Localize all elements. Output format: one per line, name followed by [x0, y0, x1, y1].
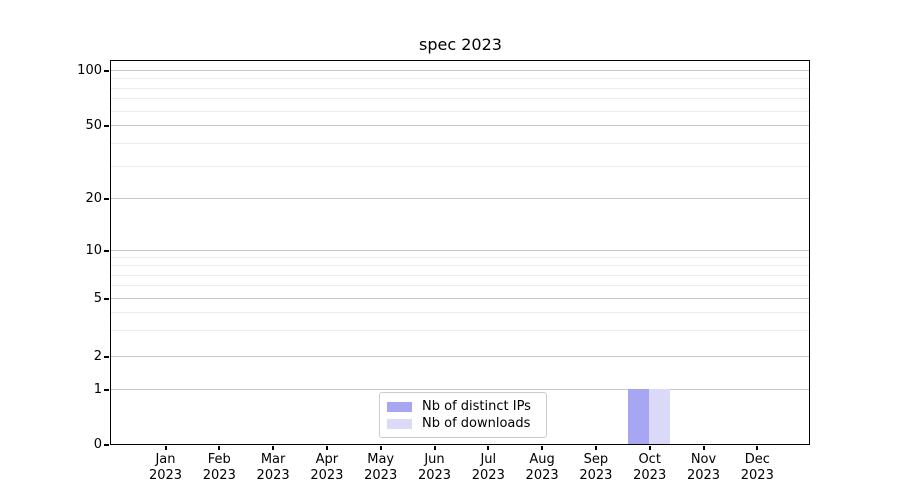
bar-downloads-oct-2023 — [649, 389, 671, 444]
gridline-major-100 — [111, 70, 809, 71]
x-tick-mark-11 — [756, 446, 759, 450]
y-tick-mark-20 — [104, 197, 109, 200]
y-tick-mark-100 — [104, 69, 109, 72]
x-tick-mark-0 — [164, 446, 167, 450]
gridline-major-10 — [111, 250, 809, 251]
x-tick-mark-8 — [594, 446, 597, 450]
y-tick-mark-1 — [104, 388, 109, 391]
x-tick-label-jan-2023: Jan 2023 — [148, 452, 183, 483]
gridline-minor-8 — [111, 265, 809, 267]
plot-area — [110, 60, 810, 445]
x-tick-mark-4 — [379, 446, 382, 450]
y-tick-mark-2 — [104, 355, 109, 358]
y-tick-label-10: 10 — [85, 242, 102, 258]
x-tick-label-aug-2023: Aug 2023 — [525, 452, 559, 483]
y-tick-label-0: 0 — [93, 436, 102, 452]
x-tick-mark-9 — [648, 446, 651, 450]
x-tick-label-feb-2023: Feb 2023 — [202, 452, 236, 483]
x-tick-label-jun-2023: Jun 2023 — [417, 452, 452, 483]
x-tick-mark-3 — [325, 446, 328, 450]
legend: Nb of distinct IPs Nb of downloads — [379, 392, 547, 438]
chart-title: spec 2023 — [419, 35, 502, 54]
gridline-minor-4 — [111, 312, 809, 314]
x-tick-label-mar-2023: Mar 2023 — [256, 452, 290, 483]
y-tick-label-2: 2 — [93, 348, 102, 364]
y-tick-mark-10 — [104, 249, 109, 252]
y-tick-mark-0 — [104, 443, 109, 446]
x-tick-mark-7 — [541, 446, 544, 450]
gridline-major-1 — [111, 389, 809, 390]
gridline-minor-60 — [111, 110, 809, 112]
x-tick-label-oct-2023: Oct 2023 — [633, 452, 667, 483]
gridline-minor-70 — [111, 98, 809, 100]
x-tick-mark-5 — [433, 446, 436, 450]
y-tick-mark-5 — [104, 297, 109, 300]
gridline-minor-40 — [111, 142, 809, 144]
legend-label-distinct-ips: Nb of distinct IPs — [422, 398, 531, 414]
x-tick-label-nov-2023: Nov 2023 — [686, 452, 721, 483]
x-tick-mark-10 — [702, 446, 705, 450]
y-tick-label-50: 50 — [85, 117, 102, 133]
x-tick-mark-1 — [218, 446, 221, 450]
y-tick-label-20: 20 — [85, 190, 102, 206]
gridline-minor-90 — [111, 78, 809, 80]
gridline-major-20 — [111, 198, 809, 199]
gridline-major-50 — [111, 125, 809, 126]
gridline-minor-3 — [111, 330, 809, 332]
gridline-minor-80 — [111, 87, 809, 89]
gridline-major-2 — [111, 356, 809, 357]
x-tick-mark-6 — [487, 446, 490, 450]
legend-item-downloads: Nb of downloads — [387, 415, 539, 432]
y-tick-label-5: 5 — [93, 290, 102, 306]
y-tick-mark-50 — [104, 124, 109, 127]
x-tick-label-sep-2023: Sep 2023 — [579, 452, 613, 483]
x-tick-label-apr-2023: Apr 2023 — [310, 452, 344, 483]
gridline-minor-6 — [111, 285, 809, 287]
x-tick-label-jul-2023: Jul 2023 — [471, 452, 505, 483]
x-tick-label-may-2023: May 2023 — [364, 452, 398, 483]
gridline-minor-9 — [111, 257, 809, 259]
legend-swatch-downloads — [387, 418, 412, 429]
gridline-minor-30 — [111, 165, 809, 167]
y-tick-label-100: 100 — [77, 62, 102, 78]
x-tick-mark-2 — [272, 446, 275, 450]
gridline-minor-7 — [111, 274, 809, 276]
legend-swatch-distinct-ips — [387, 401, 412, 412]
legend-label-downloads: Nb of downloads — [422, 415, 531, 431]
x-tick-label-dec-2023: Dec 2023 — [740, 452, 774, 483]
y-tick-label-1: 1 — [93, 381, 102, 397]
bar-distinct-ips-oct-2023 — [628, 389, 650, 444]
legend-item-distinct-ips: Nb of distinct IPs — [387, 398, 539, 415]
gridline-major-5 — [111, 298, 809, 299]
